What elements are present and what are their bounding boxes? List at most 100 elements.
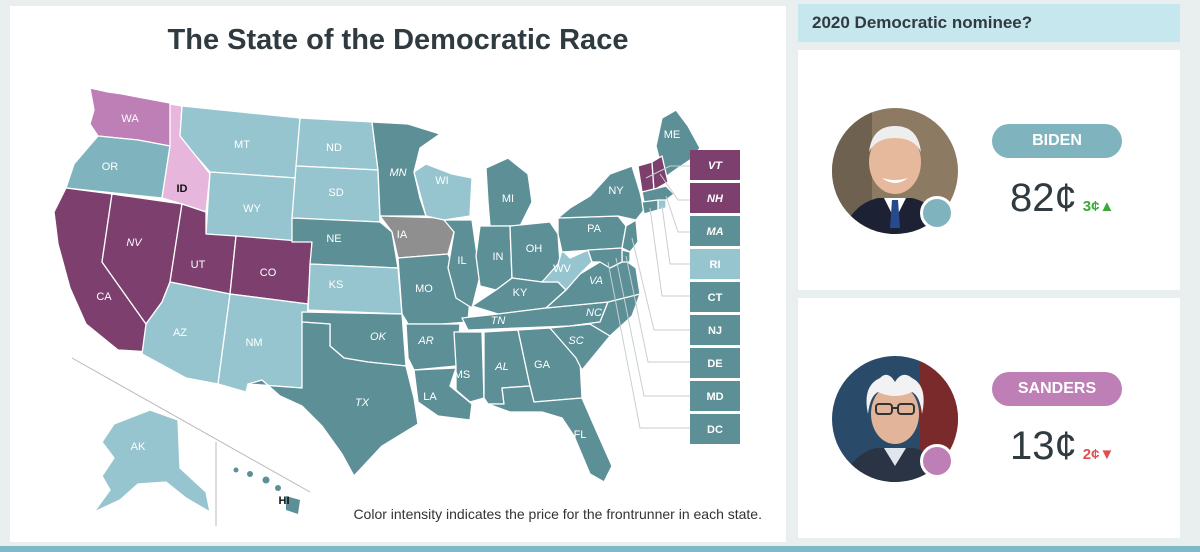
svg-text:MS: MS	[454, 369, 471, 381]
box-vt[interactable]	[690, 150, 740, 180]
svg-text:TX: TX	[355, 397, 370, 409]
svg-text:NC: NC	[586, 307, 602, 319]
state-fl[interactable]	[487, 385, 613, 483]
svg-text:AK: AK	[131, 441, 146, 453]
map-panel: The State of the Democratic Race	[10, 6, 786, 542]
box-md[interactable]	[690, 381, 740, 411]
map-caption: Color intensity indicates the price for …	[353, 506, 762, 522]
state-ny[interactable]	[557, 165, 645, 221]
state-ks[interactable]	[307, 263, 403, 315]
state-ms[interactable]	[453, 331, 485, 403]
svg-text:NY: NY	[608, 185, 624, 197]
svg-text:VT: VT	[708, 160, 723, 172]
box-ma[interactable]	[690, 216, 740, 246]
biden-name-button[interactable]: BIDEN	[992, 124, 1122, 158]
state-il[interactable]	[443, 219, 481, 309]
svg-text:WY: WY	[243, 203, 261, 215]
candidate-card-sanders[interactable]: SANDERS 13¢ 2¢▼	[798, 298, 1180, 538]
state-hi[interactable]	[233, 467, 301, 515]
svg-text:TN: TN	[491, 315, 506, 327]
svg-text:MN: MN	[389, 167, 406, 179]
state-ar[interactable]	[405, 323, 461, 371]
state-mi[interactable]	[485, 157, 533, 227]
svg-text:PA: PA	[587, 223, 602, 235]
state-va[interactable]	[545, 257, 641, 309]
svg-text:VA: VA	[589, 275, 603, 287]
svg-text:ND: ND	[326, 142, 342, 154]
state-wi[interactable]	[413, 163, 473, 221]
state-la[interactable]	[413, 367, 473, 421]
svg-text:WI: WI	[435, 175, 448, 187]
sanders-name-button[interactable]: SANDERS	[992, 372, 1122, 406]
svg-text:DE: DE	[707, 358, 722, 370]
state-nh[interactable]	[651, 155, 669, 191]
svg-text:GA: GA	[534, 359, 551, 371]
box-dc[interactable]	[690, 414, 740, 444]
svg-text:SD: SD	[328, 187, 343, 199]
svg-text:UT: UT	[191, 259, 206, 271]
svg-text:HI: HI	[279, 495, 290, 507]
svg-text:IA: IA	[397, 229, 408, 241]
svg-text:AL: AL	[494, 361, 508, 373]
box-leader-lines	[607, 165, 690, 429]
state-tx[interactable]	[247, 321, 419, 477]
box-nh[interactable]	[690, 183, 740, 213]
svg-text:FL: FL	[574, 429, 587, 441]
svg-text:NH: NH	[707, 193, 724, 205]
state-labels: WA OR CA NV ID MT WY UT AZ CO NM ND SD N…	[96, 113, 680, 507]
biden-change: 3¢▲	[1082, 198, 1115, 215]
svg-text:NJ: NJ	[708, 325, 722, 337]
arrow-up-icon: ▲	[1099, 198, 1115, 215]
svg-text:NV: NV	[126, 237, 143, 249]
sanders-price-row: 13¢ 2¢▼	[1010, 424, 1114, 469]
svg-text:OH: OH	[526, 243, 543, 255]
svg-text:MA: MA	[706, 226, 723, 238]
svg-text:MD: MD	[706, 391, 723, 403]
biden-price: 82¢	[1010, 176, 1077, 220]
box-de[interactable]	[690, 348, 740, 378]
svg-text:NM: NM	[245, 337, 262, 349]
svg-text:CA: CA	[96, 291, 112, 303]
svg-text:KY: KY	[513, 287, 528, 299]
svg-text:DC: DC	[707, 424, 723, 436]
state-nm[interactable]	[217, 293, 309, 393]
svg-text:NE: NE	[326, 233, 341, 245]
svg-text:WA: WA	[121, 113, 139, 125]
biden-price-row: 82¢ 3¢▲	[1010, 176, 1114, 221]
sanders-change: 2¢▼	[1082, 446, 1115, 463]
sanders-color-dot	[920, 444, 954, 478]
market-header: 2020 Democratic nominee?	[798, 4, 1180, 42]
svg-text:AZ: AZ	[173, 327, 187, 339]
candidate-card-biden[interactable]: BIDEN 82¢ 3¢▲	[798, 50, 1180, 290]
svg-text:OK: OK	[370, 331, 387, 343]
svg-text:IL: IL	[457, 255, 466, 267]
state-ak[interactable]	[93, 409, 211, 513]
box-ri[interactable]	[690, 249, 740, 279]
state-ma[interactable]	[641, 185, 675, 203]
sanders-price: 13¢	[1010, 424, 1077, 468]
northeast-boxes: VT NH MA RI CT NJ DE MD DC	[690, 150, 740, 444]
svg-text:SC: SC	[568, 335, 583, 347]
state-vt[interactable]	[637, 161, 655, 193]
state-md[interactable]	[587, 247, 623, 269]
svg-text:LA: LA	[423, 391, 437, 403]
state-ct[interactable]	[641, 199, 659, 215]
svg-text:WV: WV	[553, 263, 571, 275]
svg-text:ID: ID	[177, 183, 188, 195]
box-nj[interactable]	[690, 315, 740, 345]
map-title: The State of the Democratic Race	[167, 24, 629, 56]
svg-text:ME: ME	[664, 129, 681, 141]
svg-text:AR: AR	[417, 335, 433, 347]
arrow-down-icon: ▼	[1099, 446, 1115, 463]
biden-color-dot	[920, 196, 954, 230]
svg-text:OR: OR	[102, 161, 119, 173]
svg-text:CT: CT	[708, 292, 723, 304]
svg-text:CO: CO	[260, 267, 277, 279]
box-ct[interactable]	[690, 282, 740, 312]
bottom-accent-bar	[0, 546, 1200, 552]
svg-text:RI: RI	[710, 259, 721, 271]
svg-text:MO: MO	[415, 283, 433, 295]
svg-text:MT: MT	[234, 139, 250, 151]
us-map: WA OR CA NV ID MT WY UT AZ CO NM ND SD N…	[53, 87, 740, 526]
svg-text:IN: IN	[493, 251, 504, 263]
